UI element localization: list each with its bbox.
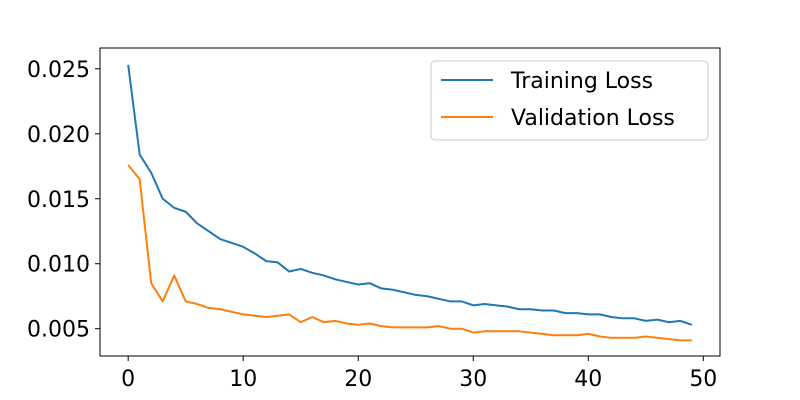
x-axis: 0 10 20 30 40 50 bbox=[121, 356, 717, 392]
x-tick-label: 10 bbox=[229, 367, 257, 392]
x-tick-label: 40 bbox=[574, 367, 602, 392]
series-line-validation-loss bbox=[127, 164, 692, 342]
y-axis: 0.005 0.010 0.015 0.020 0.025 bbox=[27, 58, 100, 343]
series-line-training-loss bbox=[127, 64, 693, 326]
series-layer bbox=[127, 64, 693, 342]
y-tick-label: 0.010 bbox=[27, 253, 90, 278]
legend-box bbox=[430, 60, 709, 141]
x-tick-label: 20 bbox=[344, 367, 372, 392]
x-tick-label: 30 bbox=[459, 367, 487, 392]
y-tick-label: 0.005 bbox=[27, 318, 90, 343]
x-tick-label: 50 bbox=[689, 367, 717, 392]
y-tick-label: 0.015 bbox=[27, 188, 90, 213]
plot-frame bbox=[99, 47, 721, 357]
y-tick-label: 0.025 bbox=[27, 58, 90, 83]
y-tick-label: 0.020 bbox=[27, 123, 90, 148]
legend-label: Validation Loss bbox=[511, 106, 675, 131]
legend: Training Loss Validation Loss bbox=[430, 60, 709, 141]
x-tick-label: 0 bbox=[121, 367, 135, 392]
legend-label: Training Loss bbox=[510, 69, 653, 94]
